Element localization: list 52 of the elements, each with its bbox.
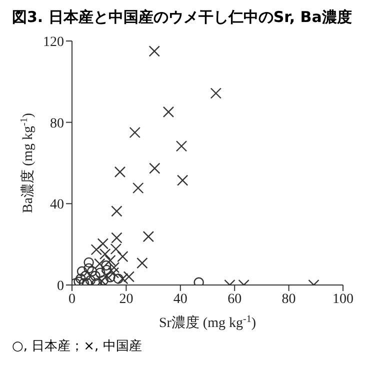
point: [132, 182, 144, 194]
point: [111, 206, 122, 217]
point: [117, 273, 128, 284]
x-tick-label: 20: [119, 292, 134, 307]
point: [85, 275, 96, 285]
point: [90, 244, 102, 256]
chart-title: 図3. 日本産と中国産のウメ干し仁中のSr, Ba濃度: [12, 8, 353, 27]
x-tick-label: 80: [282, 292, 296, 307]
point: [80, 270, 91, 281]
point: [176, 174, 188, 186]
point: [111, 232, 122, 244]
text: ○, 日本産；×, 中国産: [12, 338, 143, 355]
point: [76, 274, 86, 284]
point: [129, 126, 140, 138]
y-tick-label: 0: [57, 278, 64, 294]
x-tick-label: 100: [332, 292, 354, 307]
point: [84, 263, 94, 274]
point: [94, 258, 106, 270]
point: [148, 46, 160, 57]
x-tick-label: 60: [228, 292, 242, 307]
point: [108, 267, 120, 278]
point: [108, 262, 120, 274]
x-tick-label: 40: [173, 292, 188, 307]
point: [97, 238, 108, 250]
point: [102, 264, 112, 276]
point: [101, 260, 112, 271]
x-axis-title: Sr濃度 (mg kg$^{-1}$): [158, 314, 256, 331]
point: [99, 248, 111, 260]
point: [210, 88, 222, 99]
y-tick-label: 80: [50, 116, 64, 132]
point: [123, 271, 135, 282]
point: [105, 272, 116, 282]
point: [90, 270, 100, 281]
point: [74, 276, 84, 285]
y-tick-label: 40: [50, 198, 64, 213]
point: [76, 266, 88, 276]
point: [142, 231, 154, 242]
point: [95, 268, 106, 278]
point: [136, 257, 148, 269]
point: [149, 162, 160, 174]
point: [162, 106, 174, 118]
point: [86, 266, 98, 276]
point: [114, 166, 126, 178]
point: [117, 250, 128, 262]
y-tick-label: 120: [43, 34, 64, 50]
point: [113, 274, 124, 284]
x-tick-label: 0: [68, 292, 76, 307]
point: [84, 257, 94, 268]
point: [110, 243, 122, 255]
point: [176, 140, 188, 152]
point: [194, 277, 204, 285]
point: [104, 254, 116, 266]
